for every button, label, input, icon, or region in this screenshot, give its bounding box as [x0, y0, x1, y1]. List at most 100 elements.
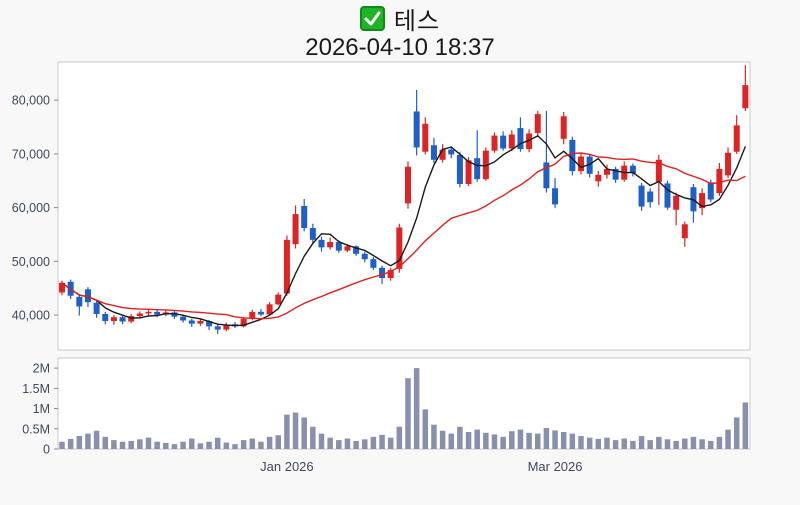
- volume-bar: [370, 436, 377, 449]
- volume-bar: [586, 437, 593, 449]
- candle-body: [638, 185, 645, 207]
- volume-bar: [595, 438, 602, 449]
- volume-bar: [318, 433, 325, 449]
- x-axis-label: Jan 2026: [260, 459, 314, 474]
- candle-body: [500, 135, 507, 149]
- volume-bar: [569, 433, 576, 449]
- volume-bar: [67, 438, 74, 449]
- candle-body: [655, 159, 662, 182]
- volume-bar: [85, 433, 91, 449]
- volume-bar: [431, 424, 437, 449]
- candle-body: [361, 253, 368, 260]
- candle-body: [534, 114, 541, 133]
- price-tick-label: 60,000: [12, 201, 50, 215]
- volume-bar: [543, 427, 550, 449]
- candle-body: [586, 156, 593, 174]
- candle-body: [456, 154, 463, 184]
- volume-bar: [163, 442, 169, 449]
- price-tick-label: 70,000: [12, 147, 50, 161]
- volume-bar: [396, 426, 403, 449]
- volume-bar: [526, 432, 532, 449]
- candle-body: [84, 289, 91, 303]
- volume-bar: [560, 432, 567, 449]
- candle-body: [128, 316, 135, 322]
- candle-body: [309, 228, 316, 240]
- candle-body: [465, 160, 472, 184]
- candle-body: [344, 246, 351, 251]
- candle-body: [681, 224, 688, 239]
- candle-body: [154, 311, 161, 315]
- volume-panel: [57, 357, 751, 450]
- volume-bar: [413, 368, 420, 449]
- volume-bar: [310, 426, 316, 449]
- candle-body: [603, 168, 610, 175]
- x-axis-label: Mar 2026: [528, 459, 583, 474]
- volume-bar: [327, 437, 333, 449]
- volume-bar: [93, 430, 100, 449]
- candle-body: [716, 168, 723, 194]
- candle-body: [413, 111, 420, 148]
- chart-timestamp: 2026-04-10 18:37: [305, 34, 495, 61]
- volume-bar: [223, 442, 230, 449]
- candle-body: [405, 166, 411, 204]
- candle-body: [482, 150, 489, 180]
- volume-bar: [249, 438, 256, 449]
- candle-body: [491, 135, 498, 151]
- volume-bar: [716, 436, 723, 449]
- candle-body: [725, 152, 732, 176]
- candle-body: [223, 324, 230, 330]
- volume-bar: [612, 440, 619, 449]
- candle-body: [214, 326, 221, 330]
- candle-body: [508, 134, 515, 149]
- candle-body: [595, 174, 602, 182]
- volume-bar: [111, 440, 117, 449]
- candle-body: [136, 313, 143, 317]
- volume-bar: [465, 432, 472, 449]
- candle-body: [327, 242, 334, 248]
- checkbox-icon: [359, 5, 385, 31]
- chart-header: 테스 2026-04-10 18:37: [0, 0, 800, 62]
- volume-tick-label: 1M: [33, 402, 50, 416]
- volume-bar: [725, 429, 731, 449]
- volume-tick-label: 2M: [33, 362, 50, 376]
- candle-body: [647, 191, 654, 203]
- volume-bar: [405, 378, 411, 449]
- candle-body: [59, 282, 65, 293]
- chart-title: 테스: [393, 7, 441, 35]
- candle-body: [526, 133, 533, 150]
- candle-body: [110, 317, 117, 321]
- volume-bar: [266, 436, 273, 449]
- candle-body: [699, 193, 706, 209]
- candle-body: [102, 314, 109, 321]
- volume-bar: [137, 439, 143, 449]
- candle-body: [430, 145, 437, 160]
- candle-body: [517, 128, 524, 150]
- candle-body: [240, 318, 247, 327]
- volume-bar: [197, 443, 204, 449]
- candle-body: [379, 267, 386, 278]
- candle-body: [283, 239, 290, 294]
- candle-body: [275, 294, 282, 305]
- candle-body: [93, 302, 100, 314]
- volume-tick-label: 0: [43, 443, 50, 457]
- volume-bar: [578, 436, 584, 449]
- candle-body: [188, 320, 195, 324]
- candle-body: [396, 227, 403, 269]
- candle-body: [742, 85, 749, 109]
- candle-body: [552, 188, 559, 205]
- candle-body: [629, 165, 636, 174]
- candle-body: [145, 311, 152, 314]
- candle-body: [707, 182, 714, 200]
- candle-body: [171, 312, 178, 317]
- chart-title-row: 테스: [0, 2, 800, 35]
- candle-body: [318, 239, 325, 248]
- volume-bar: [690, 436, 697, 449]
- candle-body: [292, 214, 299, 245]
- candle-body: [578, 156, 584, 172]
- candle-body: [76, 296, 83, 307]
- volume-bar: [232, 444, 238, 449]
- volume-bar: [656, 436, 662, 449]
- candle-body: [560, 116, 567, 139]
- volume-bar: [638, 436, 645, 449]
